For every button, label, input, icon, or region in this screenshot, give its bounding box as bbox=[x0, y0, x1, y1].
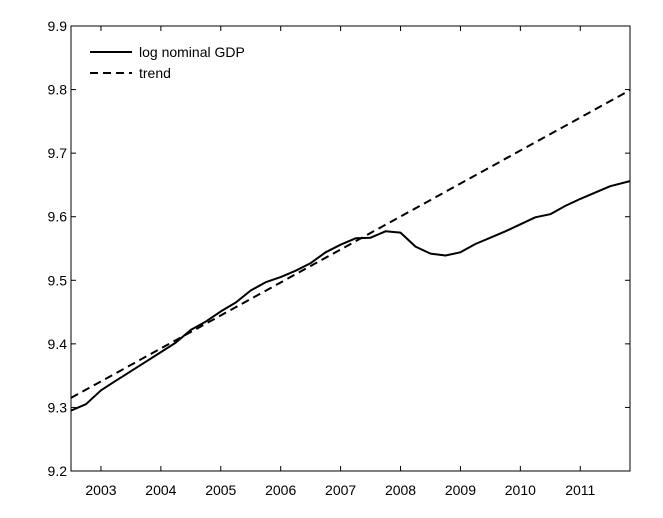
plot-frame bbox=[70, 25, 631, 472]
y-tick-label-9-7: 9.7 bbox=[48, 145, 68, 161]
y-tick-label-9-4: 9.4 bbox=[48, 336, 68, 352]
x-tick-label-2005: 2005 bbox=[205, 482, 236, 498]
y-tick-label-9-6: 9.6 bbox=[48, 209, 68, 225]
legend: log nominal GDP trend bbox=[90, 44, 245, 81]
tick-marks bbox=[71, 25, 630, 472]
x-tick-label-2007: 2007 bbox=[325, 482, 356, 498]
x-tick-label-2008: 2008 bbox=[385, 482, 416, 498]
x-tick-label-2011: 2011 bbox=[565, 482, 595, 498]
x-axis-labels: 2003 2004 2005 2006 2007 2008 2009 2010 … bbox=[85, 482, 595, 498]
x-tick-label-2010: 2010 bbox=[505, 482, 536, 498]
x-tick-label-2009: 2009 bbox=[445, 482, 476, 498]
y-tick-label-9-9: 9.9 bbox=[48, 18, 68, 34]
y-tick-label-9-5: 9.5 bbox=[48, 272, 68, 288]
y-tick-label-9-8: 9.8 bbox=[48, 82, 68, 98]
series-line-log-nominal-gdp bbox=[70, 180, 631, 412]
y-tick-label-9-2: 9.2 bbox=[48, 463, 68, 479]
x-tick-label-2006: 2006 bbox=[265, 482, 296, 498]
series-line-trend bbox=[70, 89, 631, 399]
x-tick-label-2004: 2004 bbox=[145, 482, 176, 498]
legend-label-trend: trend bbox=[139, 65, 171, 81]
legend-label-log-nominal-gdp: log nominal GDP bbox=[139, 44, 245, 60]
y-tick-label-9-3: 9.3 bbox=[48, 399, 68, 415]
x-tick-label-2003: 2003 bbox=[85, 482, 116, 498]
y-axis-labels: 9.2 9.3 9.4 9.5 9.6 9.7 9.8 9.9 bbox=[48, 18, 68, 479]
